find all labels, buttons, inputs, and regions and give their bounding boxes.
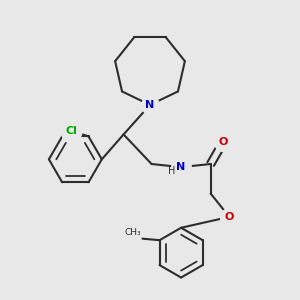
Text: N: N: [146, 100, 154, 110]
Text: O: O: [225, 212, 234, 222]
Text: O: O: [218, 137, 228, 147]
Text: N: N: [176, 162, 186, 172]
Text: H: H: [168, 166, 176, 176]
Text: CH₃: CH₃: [124, 228, 141, 237]
Text: Cl: Cl: [65, 126, 77, 136]
